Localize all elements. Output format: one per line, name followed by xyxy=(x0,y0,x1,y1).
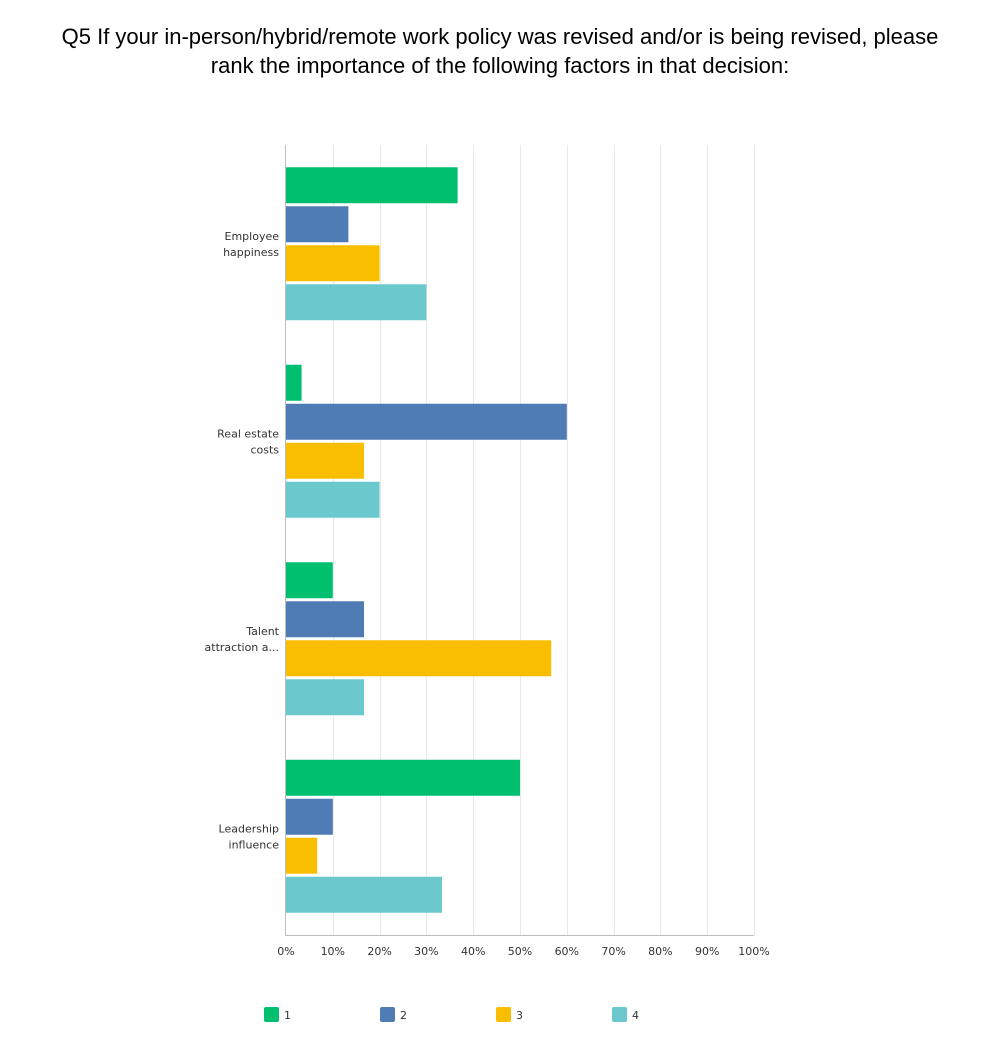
category-label: happiness xyxy=(223,246,279,259)
bar-series-3 xyxy=(286,640,552,677)
legend-label-2: 2 xyxy=(400,1009,407,1022)
bar-series-3 xyxy=(286,837,318,874)
bar-series-1 xyxy=(286,364,302,401)
category-label: influence xyxy=(229,838,280,851)
category-label: costs xyxy=(250,443,279,456)
category-label: Leadership xyxy=(219,822,279,835)
x-tick-label: 70% xyxy=(601,945,625,958)
legend-swatch-1 xyxy=(264,1007,279,1022)
category-label: attraction a... xyxy=(205,641,279,654)
bar-series-2 xyxy=(286,601,365,638)
legend-label-4: 4 xyxy=(632,1009,639,1022)
category-label: Talent xyxy=(245,625,279,638)
category-label: Employee xyxy=(225,230,280,243)
legend-swatch-4 xyxy=(612,1007,627,1022)
bar-series-2 xyxy=(286,798,333,835)
x-tick-label: 0% xyxy=(277,945,294,958)
x-tick-label: 90% xyxy=(695,945,719,958)
legend-label-3: 3 xyxy=(516,1009,523,1022)
bar-series-4 xyxy=(286,481,380,518)
x-tick-label: 100% xyxy=(738,945,769,958)
legend-swatch-2 xyxy=(380,1007,395,1022)
bar-series-1 xyxy=(286,167,458,204)
bar-series-2 xyxy=(286,206,349,243)
x-tick-label: 80% xyxy=(648,945,672,958)
chart-title: Q5 If your in-person/hybrid/remote work … xyxy=(0,22,1000,80)
x-tick-label: 50% xyxy=(508,945,532,958)
x-tick-label: 40% xyxy=(461,945,485,958)
x-tick-label: 60% xyxy=(555,945,579,958)
bar-series-2 xyxy=(286,403,567,440)
bar-series-1 xyxy=(286,562,333,599)
bar-series-1 xyxy=(286,759,520,796)
legend-label-1: 1 xyxy=(284,1009,291,1022)
bar-series-4 xyxy=(286,284,427,321)
chart-title-line-1: Q5 If your in-person/hybrid/remote work … xyxy=(61,24,939,49)
bar-series-3 xyxy=(286,442,365,479)
bar-series-3 xyxy=(286,245,380,282)
x-tick-label: 20% xyxy=(367,945,391,958)
category-label: Real estate xyxy=(217,427,279,440)
x-tick-label: 30% xyxy=(414,945,438,958)
x-tick-label: 10% xyxy=(321,945,345,958)
legend-swatch-3 xyxy=(496,1007,511,1022)
bar-series-4 xyxy=(286,679,365,716)
bar-series-4 xyxy=(286,876,442,913)
chart-title-line-2: rank the importance of the following fac… xyxy=(210,53,790,78)
